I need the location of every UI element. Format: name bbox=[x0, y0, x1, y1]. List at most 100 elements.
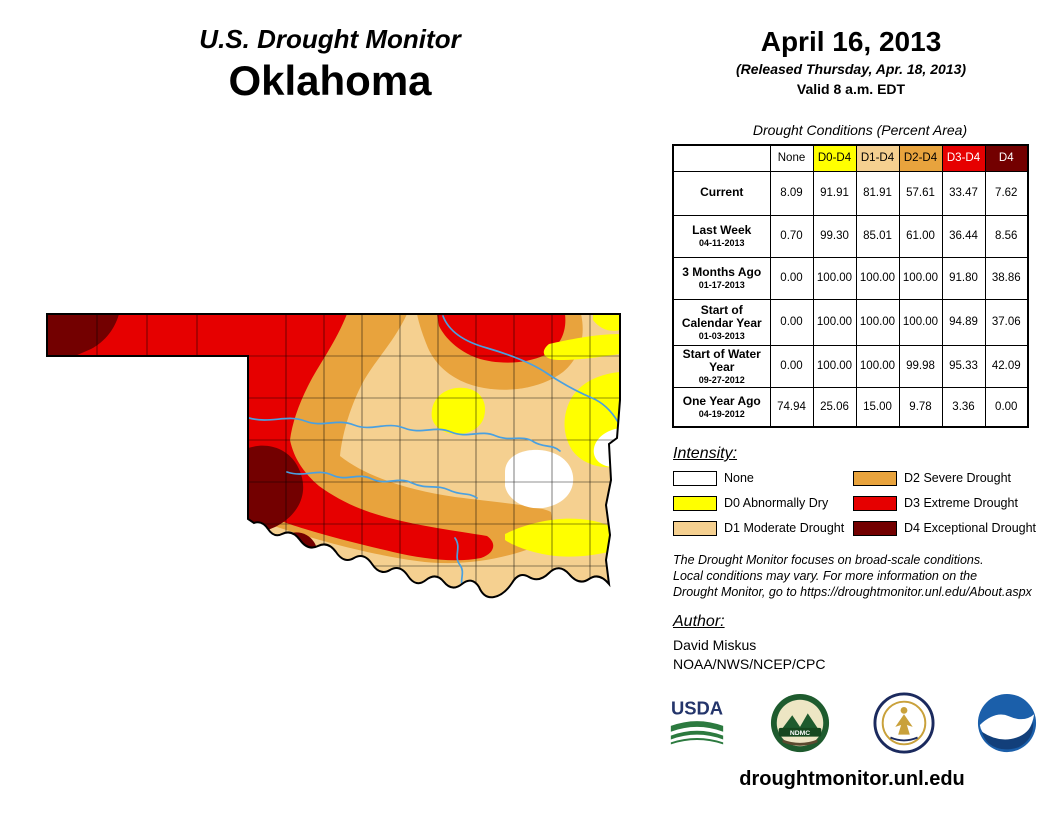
site-url: droughtmonitor.unl.edu bbox=[739, 768, 965, 790]
table-cell: 0.00 bbox=[984, 386, 1029, 428]
svg-text:NDMC: NDMC bbox=[790, 730, 810, 737]
map-container bbox=[35, 300, 635, 616]
table-cell: 91.91 bbox=[812, 170, 857, 216]
row-label-last-week: Last Week 04-11-2013 bbox=[672, 214, 771, 258]
col-header-d4: D4 bbox=[984, 144, 1029, 172]
col-header-none: None bbox=[769, 144, 814, 172]
state-outline bbox=[46, 313, 621, 599]
table-row: Start of Water Year 09-27-2012 0.00 100.… bbox=[672, 344, 1029, 388]
map-date: April 16, 2013 bbox=[760, 26, 942, 57]
d0-swatch bbox=[673, 495, 717, 511]
legend-item-d1: D1 Moderate Drought bbox=[673, 520, 844, 536]
left-header: U.S. Drought Monitor Oklahoma bbox=[100, 24, 560, 105]
d3-swatch bbox=[853, 495, 897, 511]
author-heading: Author: bbox=[673, 613, 725, 630]
legend-item-d4: D4 Exceptional Drought bbox=[853, 520, 1036, 536]
table-row: Current 8.09 91.91 81.91 57.61 33.47 7.6… bbox=[672, 170, 1029, 216]
legend-item-d2: D2 Severe Drought bbox=[853, 470, 1036, 486]
svg-text:USDA: USDA bbox=[671, 697, 723, 718]
table-cell: 61.00 bbox=[898, 214, 943, 258]
author-name: David Miskus bbox=[673, 637, 757, 653]
table-cell: 100.00 bbox=[898, 298, 943, 346]
table-cell: 100.00 bbox=[812, 298, 857, 346]
table-cell: 100.00 bbox=[855, 344, 900, 388]
table-cell: 99.30 bbox=[812, 214, 857, 258]
row-label-one-year-ago: One Year Ago 04-19-2012 bbox=[672, 386, 771, 428]
table-cell: 100.00 bbox=[812, 256, 857, 300]
table-row: One Year Ago 04-19-2012 74.94 25.06 15.0… bbox=[672, 386, 1029, 428]
report-title: U.S. Drought Monitor bbox=[199, 24, 461, 54]
table-cell: 0.00 bbox=[769, 298, 814, 346]
col-header-d0-d4: D0-D4 bbox=[812, 144, 857, 172]
table-cell: 33.47 bbox=[941, 170, 986, 216]
table-cell: 100.00 bbox=[898, 256, 943, 300]
table-cell: 0.00 bbox=[769, 344, 814, 388]
table-cell: 9.78 bbox=[898, 386, 943, 428]
agency-logos: USDA NDMC bbox=[666, 690, 1038, 756]
date-block: April 16, 2013 (Released Thursday, Apr. … bbox=[656, 26, 1046, 97]
usda-logo: USDA bbox=[670, 697, 724, 745]
disclaimer-text: The Drought Monitor focuses on broad-sca… bbox=[673, 553, 1032, 599]
table-cell: 94.89 bbox=[941, 298, 986, 346]
table-header-row: None D0-D4 D1-D4 D2-D4 D3-D4 D4 bbox=[672, 144, 1029, 172]
table-cell: 85.01 bbox=[855, 214, 900, 258]
table-cell: 25.06 bbox=[812, 386, 857, 428]
table-cell: 37.06 bbox=[984, 298, 1029, 346]
released-date: (Released Thursday, Apr. 18, 2013) bbox=[735, 61, 967, 77]
ndmc-logo: NDMC bbox=[771, 693, 830, 753]
table-cell: 8.09 bbox=[769, 170, 814, 216]
d4-swatch bbox=[853, 520, 897, 536]
table-cell: 36.44 bbox=[941, 214, 986, 258]
d2-swatch bbox=[853, 470, 897, 486]
valid-time: Valid 8 a.m. EDT bbox=[796, 81, 906, 97]
county-lines bbox=[47, 314, 620, 598]
state-title: Oklahoma bbox=[228, 57, 432, 104]
author-org: NOAA/NWS/NCEP/CPC bbox=[673, 656, 826, 672]
table-cell: 7.62 bbox=[984, 170, 1029, 216]
intensity-legend: None D0 Abnormally Dry D1 Moderate Droug… bbox=[673, 470, 1036, 550]
row-label-3-months-ago: 3 Months Ago 01-17-2013 bbox=[672, 256, 771, 300]
legend-title: Intensity: bbox=[673, 445, 738, 462]
table-cell: 0.00 bbox=[769, 256, 814, 300]
table-cell: 15.00 bbox=[855, 386, 900, 428]
table-cell: 100.00 bbox=[855, 298, 900, 346]
d1-swatch bbox=[673, 520, 717, 536]
table-cell: 99.98 bbox=[898, 344, 943, 388]
table-cell: 0.70 bbox=[769, 214, 814, 258]
rivers bbox=[248, 315, 619, 591]
table-cell: 100.00 bbox=[812, 344, 857, 388]
table-cell: 100.00 bbox=[855, 256, 900, 300]
oklahoma-drought-map bbox=[46, 313, 621, 599]
col-header-d1-d4: D1-D4 bbox=[855, 144, 900, 172]
table-cell: 91.80 bbox=[941, 256, 986, 300]
legend-column: None D0 Abnormally Dry D1 Moderate Droug… bbox=[673, 470, 844, 545]
table-cell: 57.61 bbox=[898, 170, 943, 216]
table-cell: 81.91 bbox=[855, 170, 900, 216]
table-title: Drought Conditions (Percent Area) bbox=[752, 122, 968, 138]
table-row: Last Week 04-11-2013 0.70 99.30 85.01 61… bbox=[672, 214, 1029, 258]
drought-table: None D0-D4 D1-D4 D2-D4 D3-D4 D4 Current … bbox=[672, 144, 1029, 428]
table-cell: 38.86 bbox=[984, 256, 1029, 300]
table-cell: 8.56 bbox=[984, 214, 1029, 258]
commerce-seal bbox=[873, 692, 935, 754]
table-row: 3 Months Ago 01-17-2013 0.00 100.00 100.… bbox=[672, 256, 1029, 300]
table-cell: 74.94 bbox=[769, 386, 814, 428]
row-label-current: Current bbox=[672, 170, 771, 216]
table-corner-cell bbox=[672, 144, 771, 172]
noaa-logo bbox=[977, 693, 1037, 753]
map-none-layer bbox=[505, 428, 620, 509]
map-d3-layer bbox=[47, 314, 566, 561]
table-cell: 3.36 bbox=[941, 386, 986, 428]
none-swatch bbox=[673, 470, 717, 486]
row-label-start-water-year: Start of Water Year 09-27-2012 bbox=[672, 344, 771, 388]
col-header-d3-d4: D3-D4 bbox=[941, 144, 986, 172]
legend-item-d3: D3 Extreme Drought bbox=[853, 495, 1036, 511]
legend-item-none: None bbox=[673, 470, 844, 486]
legend-column: D2 Severe Drought D3 Extreme Drought D4 … bbox=[853, 470, 1036, 545]
table-row: Start of Calendar Year 01-03-2013 0.00 1… bbox=[672, 298, 1029, 346]
table-cell: 95.33 bbox=[941, 344, 986, 388]
col-header-d2-d4: D2-D4 bbox=[898, 144, 943, 172]
row-label-start-calendar-year: Start of Calendar Year 01-03-2013 bbox=[672, 298, 771, 346]
table-cell: 42.09 bbox=[984, 344, 1029, 388]
